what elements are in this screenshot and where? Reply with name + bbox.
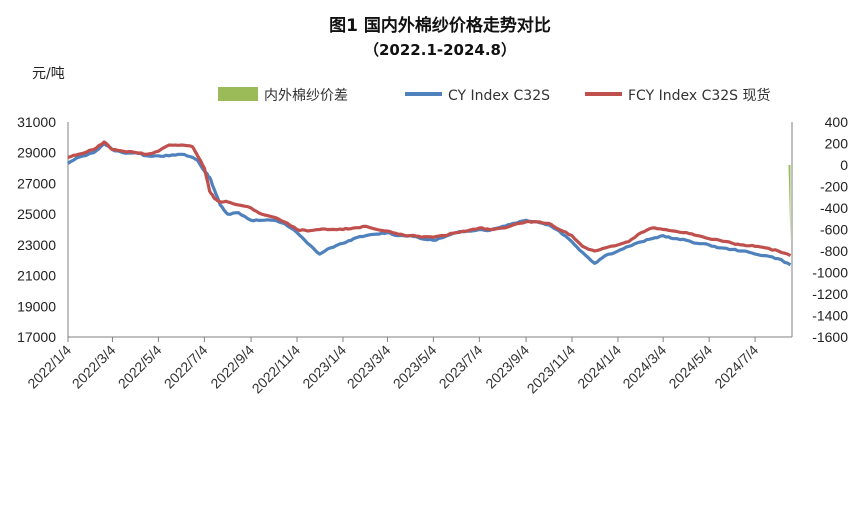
line-series: [67, 140, 792, 267]
y-right-tick-label: -1000: [812, 265, 848, 281]
x-tick-label: 2024/5/4: [665, 342, 715, 392]
series-line-fcy: [67, 140, 792, 258]
y-left-tick-label: 23000: [17, 237, 56, 253]
y-left-tick-label: 21000: [17, 268, 56, 284]
x-tick-label: 2022/7/4: [161, 342, 211, 392]
legend-label-fcy: FCY Index C32S 现货: [628, 87, 771, 104]
y-left-tick-label: 25000: [17, 206, 56, 222]
spread-area-series: [68, 165, 791, 243]
y-right-tick-label: -1600: [812, 329, 848, 345]
series-line-cy: [67, 141, 792, 267]
x-tick-label: 2023/7/4: [436, 342, 486, 392]
x-tick-label: 2023/3/4: [344, 342, 394, 392]
x-tick-label: 2023/5/4: [390, 342, 440, 392]
y-right-tick-label: 0: [840, 157, 848, 173]
x-tick-label: 2024/1/4: [574, 342, 624, 392]
x-tick-label: 2022/11/4: [249, 342, 304, 397]
x-tick-label: 2024/7/4: [711, 342, 761, 392]
y-left-axis: 31000 29000 27000 25000 23000 21000 19000 17000: [17, 114, 56, 345]
spread-area: [68, 165, 791, 243]
y-right-tick-label: 200: [825, 136, 849, 152]
y-right-axis: 400 200 0 -200 -400 -600 -800 -1000 -1200 -1400 -1…: [812, 114, 848, 345]
y-right-tick-label: 400: [825, 114, 849, 130]
y-right-tick-label: -1200: [812, 286, 848, 302]
x-tick-label: 2022/1/4: [24, 342, 74, 392]
y-left-tick-label: 31000: [17, 114, 56, 130]
y-left-tick-label: 27000: [17, 175, 56, 191]
y-right-tick-label: -800: [820, 243, 848, 259]
y-right-tick-label: -400: [820, 200, 848, 216]
y-right-tick-label: -1400: [812, 308, 848, 324]
legend: 内外棉纱价差 CY Index C32S FCY Index C32S 现货: [218, 87, 771, 104]
y-left-tick-label: 19000: [17, 298, 56, 314]
x-tick-label: 2023/1/4: [299, 342, 349, 392]
x-tick-label: 2023/11/4: [524, 342, 579, 397]
axes: [67, 122, 793, 338]
y-left-tick-label: 17000: [17, 329, 56, 345]
legend-label-cy: CY Index C32S: [448, 88, 550, 104]
chart-title: 图1 国内外棉纱价格走势对比: [329, 15, 551, 36]
y-left-tick-label: 29000: [17, 145, 56, 161]
y-right-tick-label: -600: [820, 222, 848, 238]
y-right-tick-label: -200: [820, 179, 848, 195]
x-axis: 2022/1/42022/3/42022/5/42022/7/42022/9/4…: [24, 337, 761, 396]
x-tick-label: 2024/3/4: [619, 342, 669, 392]
x-tick-label: 2022/3/4: [69, 342, 119, 392]
legend-label-spread: 内外棉纱价差: [264, 87, 348, 104]
legend-swatch-spread: [218, 87, 258, 101]
y-unit-label: 元/吨: [32, 66, 65, 82]
chart-subtitle: （2022.1-2024.8）: [364, 41, 516, 59]
x-tick-label: 2022/5/4: [115, 342, 165, 392]
